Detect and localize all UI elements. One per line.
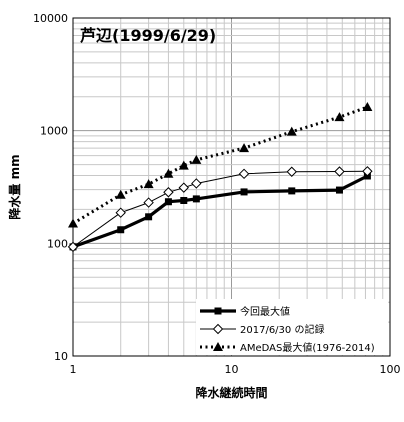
- x-tick-label: 100: [380, 363, 401, 376]
- data-point: [180, 196, 188, 204]
- data-point: [143, 197, 154, 208]
- data-point: [117, 226, 125, 234]
- series-line: [72, 105, 368, 225]
- series-3: [68, 102, 373, 228]
- series-line: [72, 170, 368, 248]
- data-point: [115, 189, 126, 199]
- data-point: [238, 168, 250, 180]
- y-tick-label: 10: [54, 350, 68, 363]
- data-point: [362, 166, 373, 177]
- x-axis-title: 降水継続時間: [195, 385, 267, 400]
- y-tick-label: 1000: [40, 125, 68, 138]
- data-point: [286, 166, 297, 177]
- y-tick-label: 100: [47, 237, 68, 250]
- legend-item: 今回最大値: [200, 305, 290, 318]
- plot-frame: [72, 17, 391, 357]
- legend-label: 今回最大値: [240, 305, 290, 318]
- legend-marker: [214, 307, 222, 315]
- series-1: [69, 172, 371, 251]
- data-point: [67, 241, 79, 253]
- y-tick-label: 10000: [33, 12, 68, 25]
- series-2: [67, 166, 373, 253]
- data-point: [178, 160, 189, 170]
- data-point: [164, 198, 172, 206]
- data-point: [288, 187, 296, 195]
- legend-marker: [213, 342, 223, 351]
- legend-item: AMeDAS最大値(1976-2014): [200, 341, 375, 354]
- x-tick-label: 10: [225, 363, 239, 376]
- series-layer: [67, 102, 373, 253]
- x-tick-label: 1: [70, 363, 77, 376]
- data-point: [286, 126, 297, 136]
- legend-label: AMeDAS最大値(1976-2014): [240, 341, 375, 354]
- data-point: [143, 179, 154, 189]
- data-point: [115, 207, 126, 218]
- data-point: [334, 166, 345, 177]
- legend-item: 2017/6/30 の記録: [200, 323, 324, 336]
- data-point: [163, 168, 174, 178]
- data-point: [68, 218, 78, 228]
- data-point: [191, 178, 202, 189]
- data-point: [239, 143, 250, 153]
- data-point: [191, 154, 202, 164]
- data-point: [335, 186, 343, 194]
- data-point: [334, 112, 345, 122]
- legend-label: 2017/6/30 の記録: [240, 323, 324, 336]
- data-point: [362, 102, 373, 112]
- data-point: [163, 187, 174, 198]
- chart-title: 芦辺(1999/6/29): [80, 26, 216, 45]
- legend-marker: [212, 323, 224, 335]
- data-point: [145, 213, 153, 221]
- data-point: [240, 188, 248, 196]
- data-point: [178, 182, 189, 193]
- series-line: [72, 174, 369, 249]
- legend: 今回最大値 2017/6/30 の記録 AMeDAS最大値(1976-2014): [196, 299, 388, 355]
- y-axis-title: 降水量 mm: [7, 154, 22, 219]
- data-point: [192, 195, 200, 203]
